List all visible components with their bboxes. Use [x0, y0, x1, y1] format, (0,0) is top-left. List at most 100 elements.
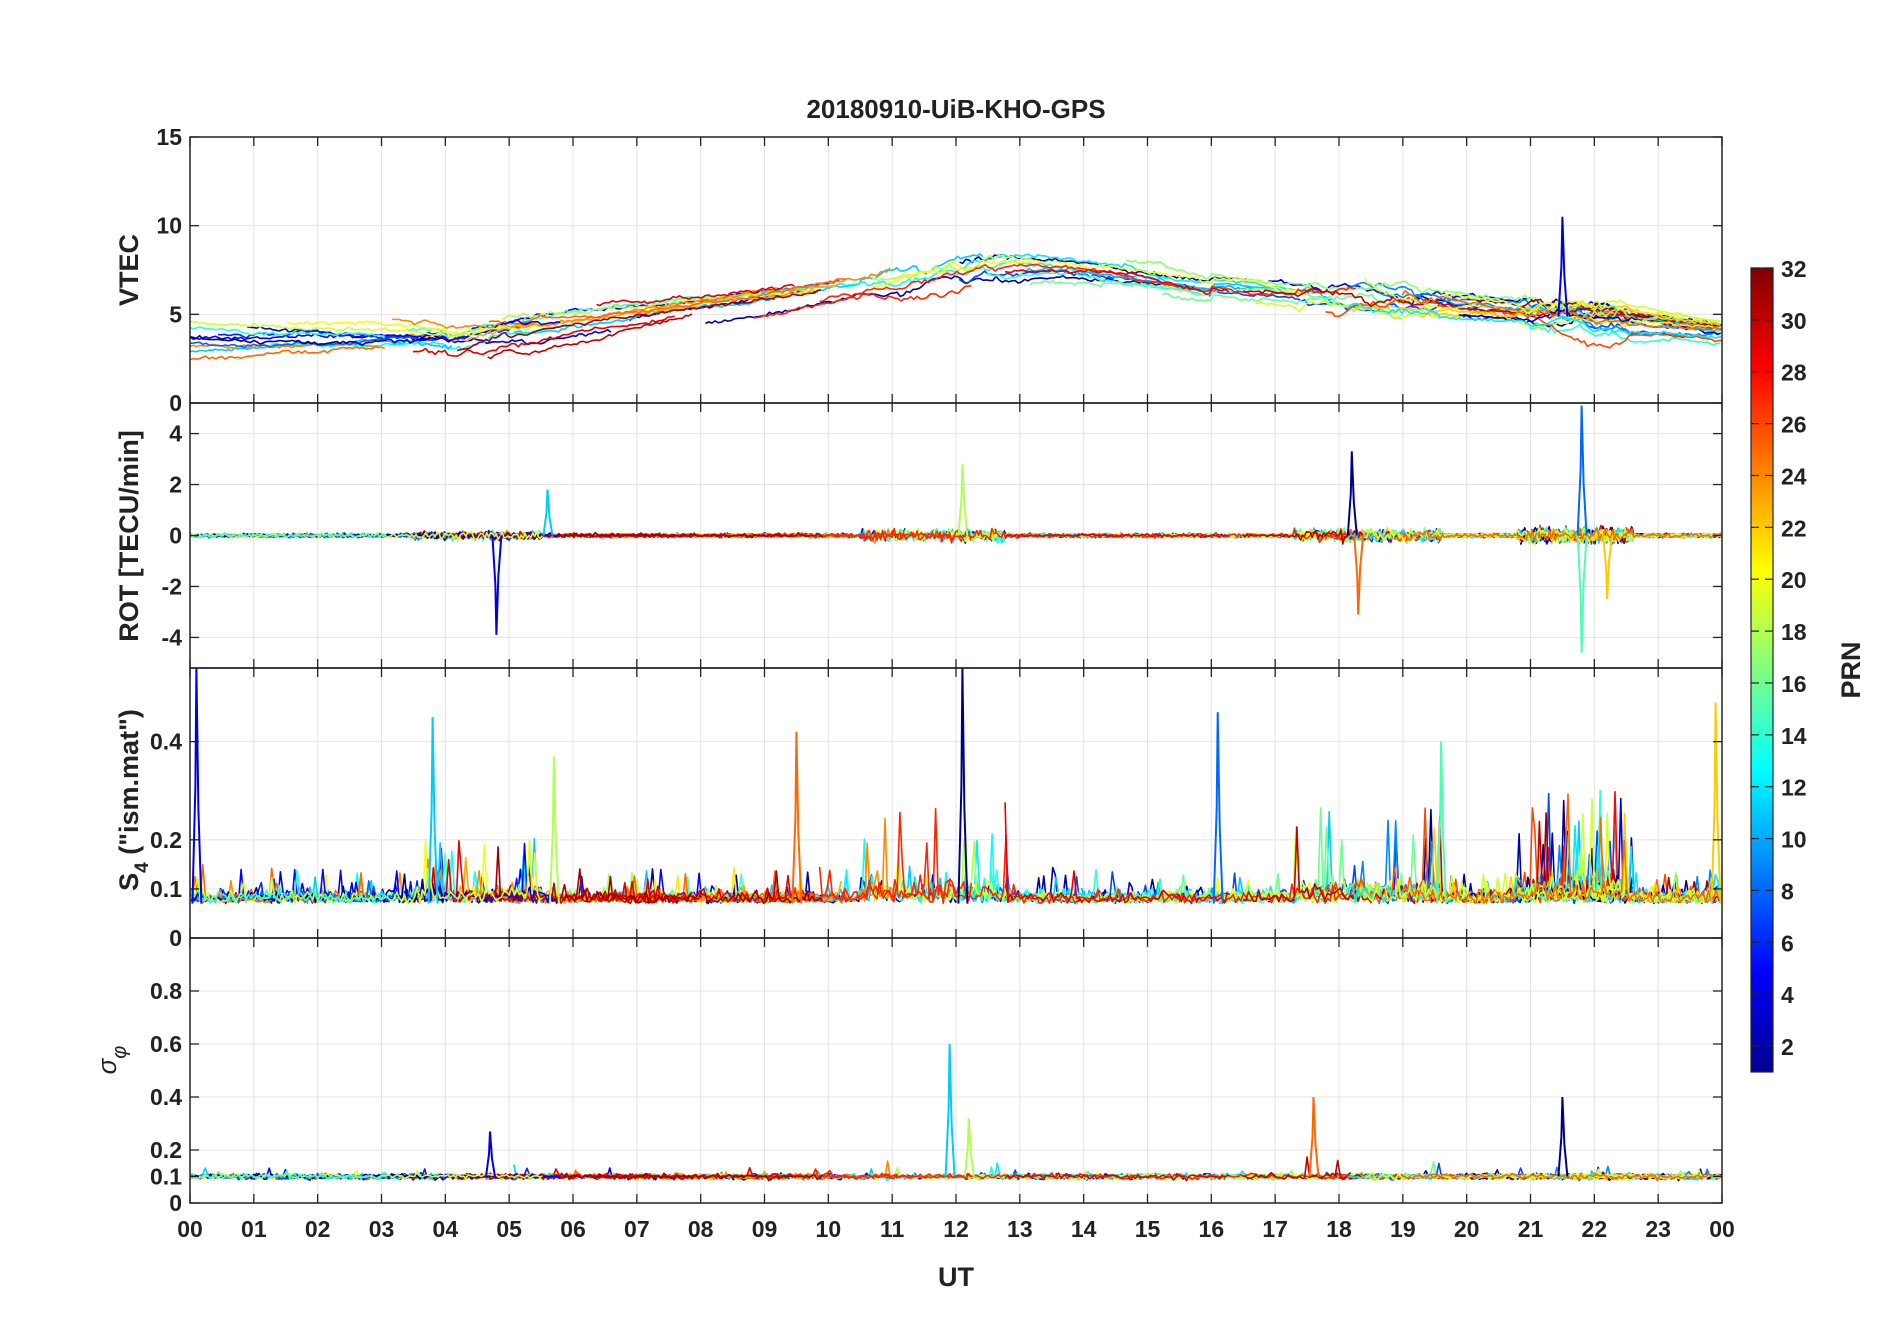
y-tick-label: 0.1 — [150, 1164, 182, 1190]
spike-line — [544, 490, 553, 536]
x-tick-label: 21 — [1518, 1216, 1544, 1242]
y-tick-label: 0.6 — [150, 1031, 182, 1057]
colorbar-tick-label: 28 — [1781, 360, 1807, 386]
prn-series-line — [457, 290, 821, 351]
colorbar-tick-label: 8 — [1781, 878, 1794, 904]
spike-line — [1354, 536, 1363, 615]
spike-line — [1603, 536, 1612, 600]
spike-line — [550, 756, 559, 903]
colorbar-tick-label: 14 — [1781, 723, 1807, 749]
y-tick-label: 5 — [169, 301, 182, 327]
y-tick-label: 0.4 — [150, 729, 182, 755]
x-tick-label: 15 — [1135, 1216, 1161, 1242]
colorbar-tick-label: 32 — [1781, 256, 1807, 282]
prn-series-line — [392, 268, 890, 328]
colorbar-tick-label: 16 — [1781, 671, 1807, 697]
x-tick-label: 07 — [624, 1216, 650, 1242]
x-tick-label: 02 — [305, 1216, 331, 1242]
colorbar-tick-label: 22 — [1781, 515, 1807, 541]
x-tick-label: 03 — [369, 1216, 395, 1242]
prn-series-line — [407, 288, 803, 337]
s4-axis-label: S4 ("ism.mat") — [114, 709, 153, 891]
spike-line — [1712, 702, 1721, 903]
colorbar-tick-label: 20 — [1781, 567, 1807, 593]
y-tick-label: 0 — [169, 523, 182, 549]
sigma-phi-axis-label: σφ — [92, 1046, 131, 1075]
spike-line — [946, 1044, 955, 1177]
colorbar-tick-label: 12 — [1781, 775, 1807, 801]
chart-title: 20180910-UiB-KHO-GPS — [806, 94, 1105, 124]
colorbar-tick-label: 2 — [1781, 1034, 1794, 1060]
spike-line — [492, 536, 501, 635]
x-tick-label: 16 — [1199, 1216, 1225, 1242]
colorbar-tick-label: 30 — [1781, 308, 1807, 334]
x-tick-label: 00 — [177, 1216, 203, 1242]
x-tick-label: 10 — [816, 1216, 842, 1242]
y-tick-label: 0 — [169, 925, 182, 951]
spike-line — [1578, 406, 1587, 536]
spike-line — [1558, 1097, 1567, 1177]
x-tick-label: 11 — [880, 1216, 905, 1242]
x-axis-label: UT — [938, 1262, 974, 1292]
y-tick-label: -2 — [162, 573, 182, 599]
y-tick-label: 0 — [169, 390, 182, 416]
colorbar-label: PRN — [1836, 641, 1866, 698]
x-tick-label: 22 — [1582, 1216, 1608, 1242]
x-tick-label: 08 — [688, 1216, 714, 1242]
s4-axis-label-rest: ("ism.mat") — [114, 709, 144, 862]
x-tick-label: 12 — [943, 1216, 969, 1242]
spike-line — [1348, 451, 1357, 535]
sigma-phi-axis-label-sub: φ — [109, 1046, 131, 1059]
x-tick-label: 18 — [1326, 1216, 1352, 1242]
y-tick-label: -4 — [162, 624, 183, 650]
y-tick-label: 0.2 — [150, 1137, 182, 1163]
s4-axis-label-main: S — [114, 873, 144, 891]
y-tick-label: 15 — [156, 124, 182, 150]
x-tick-label: 06 — [560, 1216, 586, 1242]
x-tick-label: 05 — [496, 1216, 522, 1242]
x-tick-label: 13 — [1007, 1216, 1033, 1242]
rot-axis-label: ROT [TECU/min] — [114, 430, 144, 641]
x-tick-label: 00 — [1709, 1216, 1735, 1242]
y-tick-label: 2 — [169, 472, 182, 498]
spike-line — [958, 464, 967, 535]
colorbar-tick-label: 24 — [1781, 463, 1807, 489]
sigma-phi-axis-label-main: σ — [92, 1057, 122, 1074]
y-tick-label: 10 — [156, 213, 182, 239]
colorbar-tick-label: 18 — [1781, 619, 1807, 645]
x-tick-label: 23 — [1645, 1216, 1671, 1242]
vtec-axis-label: VTEC — [114, 234, 144, 306]
y-tick-label: 0.2 — [150, 827, 182, 853]
x-tick-label: 01 — [241, 1216, 267, 1242]
spike-line — [486, 1132, 495, 1177]
x-ticks: 00 01 02 03 04 05 06 07 08 09 10 11 12 13 14 15 16 17 18 19… — [177, 1216, 1735, 1242]
colorbar-tick-label: 10 — [1781, 827, 1807, 853]
prn-series-line — [190, 347, 378, 360]
x-tick-label: 17 — [1262, 1216, 1288, 1242]
y-tick-label: 0 — [169, 1190, 182, 1216]
y-tick-label: 4 — [169, 421, 182, 447]
x-tick-label: 19 — [1390, 1216, 1416, 1242]
s4-axis-label-sub: 4 — [132, 862, 153, 873]
y-tick-label: 0.8 — [150, 978, 182, 1004]
spike-line — [1578, 536, 1587, 653]
x-tick-label: 20 — [1454, 1216, 1480, 1242]
spike-line — [192, 668, 201, 904]
colorbar-tick-label: 26 — [1781, 412, 1807, 438]
spike-line — [1214, 712, 1223, 903]
spike-line — [965, 1118, 974, 1176]
spike-line — [1310, 1097, 1319, 1177]
y-tick-label: 0.4 — [150, 1084, 182, 1110]
spike-line — [792, 732, 801, 904]
colorbar-tick-label: 6 — [1781, 930, 1794, 956]
x-tick-label: 09 — [752, 1216, 778, 1242]
colorbar-tick-label: 4 — [1781, 982, 1794, 1008]
x-tick-label: 04 — [433, 1216, 459, 1242]
colorbar — [1751, 268, 1773, 1072]
x-tick-label: 14 — [1071, 1216, 1097, 1242]
y-tick-label: 0.1 — [150, 876, 182, 902]
prn-series-line — [1268, 799, 1717, 904]
